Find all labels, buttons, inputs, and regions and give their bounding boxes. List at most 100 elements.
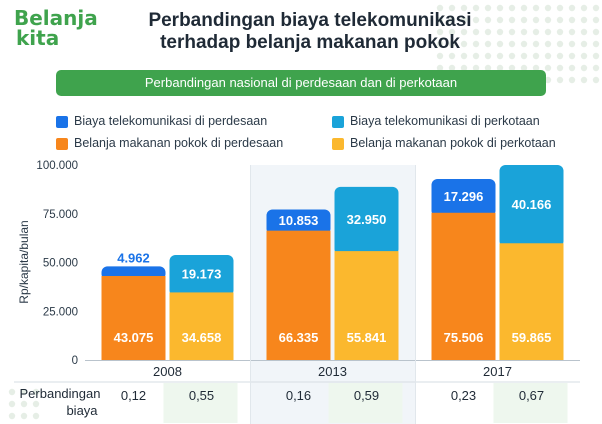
- decor-dot: [472, 4, 480, 12]
- ratio-row-label-line-2: biaya: [66, 403, 98, 418]
- decor-dot: [544, 76, 552, 84]
- decor-dot: [496, 28, 504, 36]
- decor-dot: [32, 400, 40, 408]
- ratio-urban-value: 0,55: [189, 388, 214, 403]
- decor-dot: [532, 52, 540, 60]
- decor-dot: [32, 412, 40, 420]
- decor-dot: [484, 4, 492, 12]
- decor-dot: [532, 64, 540, 72]
- decor-dot: [568, 16, 576, 24]
- decor-dot: [544, 28, 552, 36]
- y-tick-label: 0: [72, 355, 78, 367]
- rural-food-bar: [266, 230, 331, 360]
- logo-line-2: kita: [16, 26, 60, 50]
- decor-dot: [496, 4, 504, 12]
- chart-title-line-2: terhadap belanja makanan pokok: [160, 32, 460, 53]
- decor-dot: [580, 28, 588, 36]
- decor-dot: [592, 52, 600, 60]
- decor-dot: [568, 28, 576, 36]
- decor-dot: [520, 64, 528, 72]
- decor-dot: [520, 40, 528, 48]
- ratio-urban-value: 0,59: [354, 388, 379, 403]
- rural-food-bar: [431, 212, 496, 360]
- decor-dot: [472, 40, 480, 48]
- chart-subtitle: Perbandingan nasional di perdesaan dan d…: [56, 70, 546, 96]
- urban-telecom-bar: [499, 164, 564, 248]
- decor-dot: [532, 4, 540, 12]
- decor-dot: [448, 4, 456, 12]
- decor-dot: [520, 28, 528, 36]
- rural-food-value: 66.335: [279, 330, 319, 345]
- urban-telecom-bar: [334, 186, 399, 256]
- decor-dot: [508, 40, 516, 48]
- urban-food-value: 34.658: [182, 330, 222, 345]
- decor-dot: [580, 40, 588, 48]
- decor-dot: [592, 40, 600, 48]
- decor-dot: [544, 40, 552, 48]
- brand-logo: Belanja kita: [14, 6, 98, 50]
- decor-dot: [484, 64, 492, 72]
- rural-telecom-value: 17.296: [444, 189, 484, 204]
- decor-dot: [436, 52, 444, 60]
- decor-dot: [32, 388, 40, 396]
- logo-line-1: Belanja: [14, 6, 98, 30]
- decor-dot: [592, 64, 600, 72]
- chart-title-line-1: Perbandingan biaya telekomunikasi: [148, 10, 472, 31]
- urban-telecom-bar: [169, 255, 234, 297]
- legend-swatch-rural-telecom: [56, 116, 68, 128]
- decor-dot: [472, 52, 480, 60]
- decor-dot: [556, 52, 564, 60]
- decor-dot: [520, 4, 528, 12]
- urban-food-value: 55.841: [347, 330, 387, 345]
- urban-telecom-value: 32.950: [347, 212, 387, 227]
- urban-food-bar: [334, 251, 399, 360]
- decor-dot: [568, 52, 576, 60]
- decor-dot: [556, 76, 564, 84]
- ratio-rural-value: 0,16: [286, 388, 311, 403]
- decor-dot: [568, 4, 576, 12]
- decor-dot: [8, 412, 16, 420]
- decor-dot: [508, 16, 516, 24]
- decor-dot: [592, 76, 600, 84]
- decor-dot: [496, 16, 504, 24]
- decor-dot: [556, 28, 564, 36]
- decor-dot: [448, 16, 456, 24]
- decor-dot: [8, 388, 16, 396]
- ratio-urban-value: 0,67: [519, 388, 544, 403]
- decor-dot: [436, 28, 444, 36]
- decor-dot: [20, 400, 28, 408]
- decor-dot: [544, 16, 552, 24]
- decor-dot: [580, 64, 588, 72]
- decor-dot: [520, 52, 528, 60]
- legend-label-urban-telecom: Biaya telekomunikasi di perkotaan: [350, 114, 540, 128]
- urban-food-bar: [499, 243, 564, 360]
- ratio-rural-value: 0,23: [451, 388, 476, 403]
- decor-dot: [580, 52, 588, 60]
- decor-dot: [8, 400, 16, 408]
- urban-food-bar: [169, 292, 234, 360]
- decor-dot: [592, 4, 600, 12]
- ratio-urban-cell: [493, 383, 568, 423]
- decor-dot: [448, 52, 456, 60]
- legend-swatch-rural-food: [56, 138, 68, 150]
- decor-dot: [592, 28, 600, 36]
- decor-dot: [568, 40, 576, 48]
- decor-dot: [460, 64, 468, 72]
- decor-dot: [484, 16, 492, 24]
- x-tick-label: 2017: [483, 364, 512, 379]
- decor-dot: [496, 40, 504, 48]
- legend-label-rural-food: Belanja makanan pokok di perdesaan: [74, 136, 284, 150]
- decor-dot: [580, 4, 588, 12]
- decor-dot: [472, 16, 480, 24]
- decor-dot: [544, 4, 552, 12]
- decor-dot: [460, 16, 468, 24]
- legend-swatch-urban-food: [332, 138, 344, 150]
- decor-dot: [508, 4, 516, 12]
- decor-dot: [20, 412, 28, 420]
- y-axis-title: Rp/kapita/bulan: [17, 220, 31, 303]
- decor-dot: [556, 40, 564, 48]
- decor-dot: [472, 64, 480, 72]
- rural-food-value: 43.075: [114, 330, 154, 345]
- decor-dot: [472, 28, 480, 36]
